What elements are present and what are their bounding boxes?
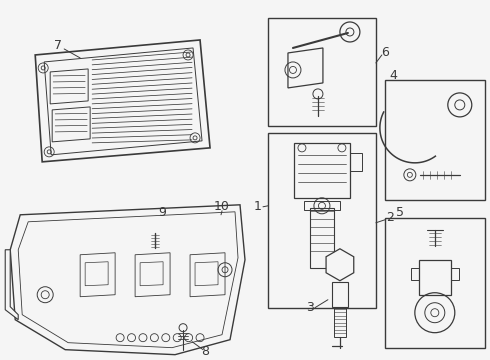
Text: 10: 10 <box>214 200 230 213</box>
Polygon shape <box>10 205 245 355</box>
Bar <box>310 208 334 268</box>
Bar <box>332 282 348 307</box>
Bar <box>411 268 419 280</box>
Polygon shape <box>35 40 210 162</box>
Bar <box>385 218 485 348</box>
Bar <box>304 201 340 210</box>
Text: 1: 1 <box>254 200 262 213</box>
Text: 2: 2 <box>386 211 394 224</box>
Text: 4: 4 <box>389 69 397 82</box>
Bar <box>419 260 451 295</box>
Text: 9: 9 <box>158 206 166 219</box>
Bar <box>268 133 376 308</box>
Polygon shape <box>326 249 354 281</box>
Bar <box>385 80 485 200</box>
Bar <box>350 153 362 171</box>
Bar <box>294 143 350 198</box>
Text: 7: 7 <box>54 40 62 53</box>
Bar <box>268 18 376 126</box>
Text: 3: 3 <box>306 301 314 314</box>
Text: 5: 5 <box>396 206 404 219</box>
Bar <box>451 268 459 280</box>
Bar <box>334 307 346 337</box>
Polygon shape <box>5 250 18 320</box>
Polygon shape <box>288 48 323 88</box>
Text: 6: 6 <box>381 46 389 59</box>
Text: 8: 8 <box>201 345 209 358</box>
